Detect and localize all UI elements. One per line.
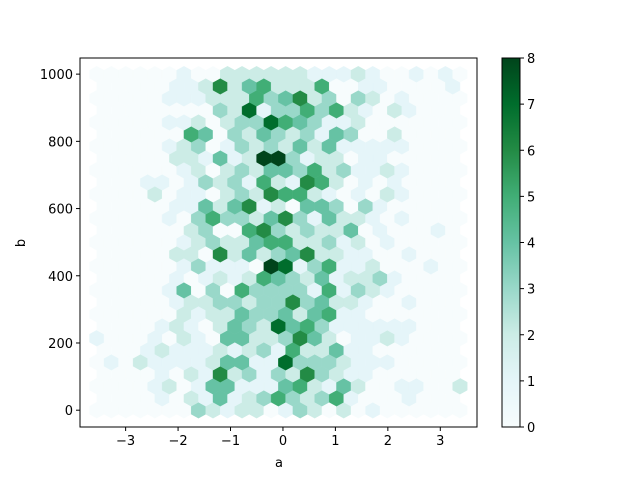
hex-cell [452,66,468,83]
colorbar-tick-label: 7 [527,98,535,113]
colorbar-tick-label: 8 [527,52,535,67]
y-tick-label: 400 [48,270,73,285]
colorbar-tick-label: 4 [527,237,535,252]
x-tick-label: 2 [384,434,392,449]
y-tick-label: 200 [48,337,73,352]
hexbin-cells [89,66,468,419]
x-axis: −3 −2 −1 0 1 2 3 [116,427,444,449]
colorbar-tick-label: 6 [527,144,535,159]
colorbar-tick-label: 0 [527,421,535,436]
y-axis-label: b [14,239,29,247]
x-tick-label: −2 [168,434,187,449]
y-axis: 0 200 400 600 800 1000 [40,68,80,419]
x-tick-label: 1 [331,434,339,449]
y-tick-label: 600 [48,203,73,218]
y-tick-label: 1000 [40,68,73,83]
x-tick-label: 0 [279,434,287,449]
axes-frame [79,57,478,428]
colorbar-tick-label: 5 [527,190,535,205]
colorbar-tick-label: 1 [527,375,535,390]
colorbar-axis: 0 1 2 3 4 5 6 7 8 [520,52,535,436]
x-axis-label: a [275,456,283,471]
y-tick-label: 800 [48,135,73,150]
x-tick-label: 3 [436,434,444,449]
x-tick-label: −3 [116,434,135,449]
y-tick-label: 0 [65,404,73,419]
x-tick-label: −1 [221,434,240,449]
colorbar-tick-label: 3 [527,283,535,298]
colorbar [501,57,521,428]
colorbar-tick-label: 2 [527,329,535,344]
